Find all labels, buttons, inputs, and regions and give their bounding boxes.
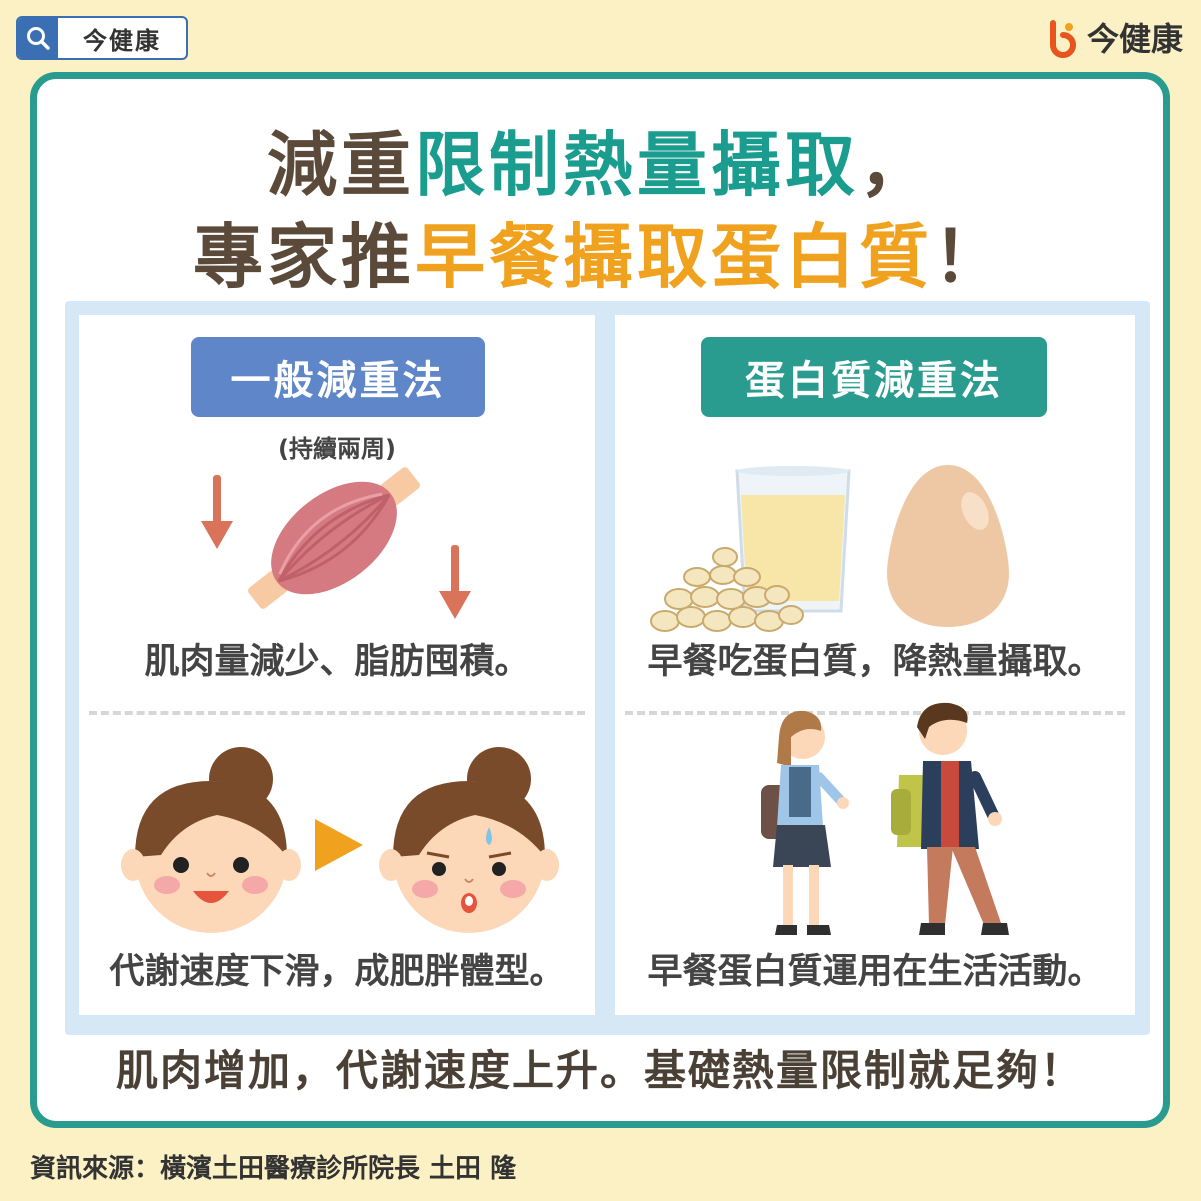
comparison-panels: 一般減重法 (持續兩周) — [65, 301, 1150, 1035]
search-icon — [18, 18, 58, 58]
down-arrow-icon — [201, 475, 233, 549]
title-line1-highlight: 限制熱量攝取 — [415, 124, 859, 206]
right-divider — [625, 711, 1125, 715]
protein-diet-tag: 蛋白質減重法 — [701, 337, 1047, 417]
walking-students-icon — [761, 702, 1009, 935]
title-line2-prefix: 專家推 — [193, 216, 415, 298]
brand-name: 今健康 — [1086, 20, 1183, 58]
left-caption-bottom: 代謝速度下滑，成肥胖體型。 — [109, 952, 565, 992]
girl-face-icon — [121, 747, 301, 933]
protein-diet-panel: 蛋白質減重法 — [615, 315, 1135, 1015]
left-caption-top: 肌肉量減少、脂肪囤積。 — [144, 642, 530, 682]
soybean-icon — [650, 547, 804, 632]
general-diet-tag: 一般減重法 — [191, 337, 485, 417]
title-line1-suffix: ， — [859, 124, 933, 206]
muscle-icon — [248, 467, 420, 609]
main-card: 減重限制熱量攝取， 專家推早餐攝取蛋白質！ 一般減重法 (持續兩周) — [30, 72, 1170, 1128]
title-line2-highlight: 早餐攝取蛋白質 — [415, 216, 933, 298]
egg-icon — [887, 465, 1009, 627]
play-arrow-icon — [315, 819, 363, 871]
left-divider — [89, 711, 585, 715]
title-line-1: 減重限制熱量攝取， — [37, 109, 1163, 210]
brand-logo: 今健康 — [1045, 14, 1183, 60]
title-line1-prefix: 減重 — [267, 124, 415, 206]
girl-face-icon — [379, 747, 559, 933]
right-caption-bottom: 早餐蛋白質運用在生活活動。 — [647, 952, 1103, 992]
title-line2-suffix: ！ — [933, 216, 1007, 298]
title-line-2: 專家推早餐攝取蛋白質！ — [37, 201, 1163, 302]
search-box[interactable]: 今健康 — [16, 16, 188, 60]
duration-note: (持續兩周) — [278, 435, 396, 463]
search-label: 今健康 — [83, 26, 161, 55]
down-arrow-icon — [439, 545, 471, 619]
source-credit: 資訊來源：橫濱土田醫療診所院長 土田 隆 — [30, 1154, 517, 1184]
conclusion-text: 肌肉增加，代謝速度上升。基礎熱量限制就足夠！ — [115, 1046, 1084, 1095]
milk-glass-icon — [735, 466, 851, 613]
right-caption-top: 早餐吃蛋白質，降熱量攝取。 — [647, 642, 1103, 682]
general-diet-panel: 一般減重法 (持續兩周) — [79, 315, 595, 1015]
brand-logo-icon — [1049, 20, 1076, 58]
